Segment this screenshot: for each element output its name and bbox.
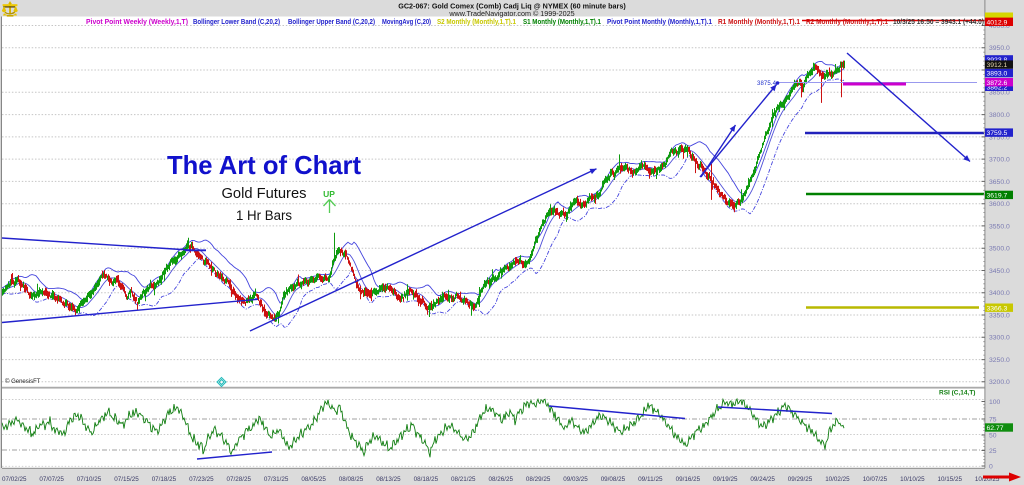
svg-text:UP: UP [323,189,335,199]
svg-text:0: 0 [989,463,993,470]
svg-text:3759.5: 3759.5 [987,130,1008,137]
svg-text:www.TradeNavigator.com © 1999-: www.TradeNavigator.com © 1999-2025 [448,9,574,18]
svg-text:08/26/25: 08/26/25 [489,476,514,483]
svg-text:3619.7: 3619.7 [987,193,1008,200]
svg-text:3875.4: 3875.4 [757,81,777,87]
svg-text:09/19/25: 09/19/25 [713,476,738,483]
svg-text:07/31/25: 07/31/25 [264,476,289,483]
svg-text:3850.0: 3850.0 [989,90,1010,97]
svg-text:07/23/25: 07/23/25 [189,476,214,483]
svg-text:100: 100 [989,399,1001,406]
svg-text:3250.0: 3250.0 [989,357,1010,364]
svg-text:50: 50 [989,432,997,439]
svg-text:62.77: 62.77 [987,425,1004,432]
svg-text:07/18/25: 07/18/25 [152,476,177,483]
svg-text:3800.0: 3800.0 [989,112,1010,119]
svg-text:10/20/25: 10/20/25 [975,476,1000,483]
svg-text:3200.0: 3200.0 [989,379,1010,386]
svg-text:25: 25 [989,448,997,455]
svg-text:10/3/25 16:50 = 3943.1 (+44.0): 10/3/25 16:50 = 3943.1 (+44.0) [893,19,984,26]
svg-text:3872.6: 3872.6 [987,80,1008,87]
svg-text:The Art of Chart: The Art of Chart [167,150,361,180]
svg-text:Pivot Point Weekly (Weekly,1,T: Pivot Point Weekly (Weekly,1,T) [86,19,188,26]
svg-text:07/07/25: 07/07/25 [39,476,64,483]
svg-text:3750.0: 3750.0 [989,134,1010,141]
svg-text:3600.0: 3600.0 [989,201,1010,208]
svg-text:09/24/25: 09/24/25 [750,476,775,483]
svg-text:3893.0: 3893.0 [987,71,1008,78]
svg-text:3950.0: 3950.0 [989,45,1010,52]
svg-text:Pivot Point Monthly (Monthly,1: Pivot Point Monthly (Monthly,1,T).1 [607,19,712,26]
svg-text:3300.0: 3300.0 [989,335,1010,342]
svg-text:09/16/25: 09/16/25 [676,476,701,483]
svg-text:GC2-067: Gold Comex (Comb) Ca: GC2-067: Gold Comex (Comb) Cadj Liq @ NY… [398,2,626,11]
svg-text:09/03/25: 09/03/25 [563,476,588,483]
svg-text:© GenesisFT: © GenesisFT [5,378,41,385]
svg-text:07/02/25: 07/02/25 [2,476,27,483]
svg-text:09/08/25: 09/08/25 [601,476,626,483]
svg-text:3450.0: 3450.0 [989,268,1010,275]
svg-text:3650.0: 3650.0 [989,179,1010,186]
svg-text:S2 Monthly (Monthly,1,T).1: S2 Monthly (Monthly,1,T).1 [437,19,516,26]
svg-text:07/28/25: 07/28/25 [227,476,252,483]
svg-text:08/13/25: 08/13/25 [376,476,401,483]
svg-text:3550.0: 3550.0 [989,223,1010,230]
svg-text:09/11/25: 09/11/25 [638,476,663,483]
svg-text:08/18/25: 08/18/25 [414,476,439,483]
svg-text:07/10/25: 07/10/25 [77,476,102,483]
svg-text:Gold Futures: Gold Futures [222,185,307,202]
svg-text:10/07/25: 10/07/25 [863,476,888,483]
svg-text:07/15/25: 07/15/25 [114,476,139,483]
svg-text:3862.2: 3862.2 [987,84,1008,91]
svg-text:S1 Monthly (Monthly,1,T).1: S1 Monthly (Monthly,1,T).1 [523,19,601,26]
svg-text:3700.0: 3700.0 [989,157,1010,164]
svg-text:10/15/25: 10/15/25 [938,476,963,483]
svg-text:4000.0: 4000.0 [989,23,1010,30]
svg-text:09/29/25: 09/29/25 [788,476,813,483]
svg-text:3500.0: 3500.0 [989,246,1010,253]
svg-text:08/08/25: 08/08/25 [339,476,364,483]
svg-text:3350.0: 3350.0 [989,312,1010,319]
svg-text:10/02/25: 10/02/25 [825,476,850,483]
svg-text:Bollinger Upper Band (C,20,2): Bollinger Upper Band (C,20,2) [288,19,375,26]
svg-text:Bollinger Lower Band (C,20,2): Bollinger Lower Band (C,20,2) [193,19,280,26]
svg-text:R1 Monthly (Monthly,1,T).1: R1 Monthly (Monthly,1,T).1 [718,19,800,26]
svg-text:75: 75 [989,416,997,423]
svg-text:3400.0: 3400.0 [989,290,1010,297]
svg-text:08/21/25: 08/21/25 [451,476,476,483]
svg-text:08/05/25: 08/05/25 [301,476,326,483]
svg-text:MovingAvg (C,20): MovingAvg (C,20) [382,19,431,26]
svg-text:RSI (C,14,T): RSI (C,14,T) [939,390,975,397]
svg-text:1 Hr Bars: 1 Hr Bars [236,208,292,223]
svg-text:R2 Monthly (Monthly,1,T).1: R2 Monthly (Monthly,1,T).1 [806,19,888,26]
svg-text:3912.1: 3912.1 [987,62,1008,69]
svg-text:08/29/25: 08/29/25 [526,476,551,483]
svg-text:10/10/25: 10/10/25 [900,476,925,483]
svg-text:4012.9: 4012.9 [987,19,1008,26]
svg-text:3366.3: 3366.3 [987,305,1008,312]
